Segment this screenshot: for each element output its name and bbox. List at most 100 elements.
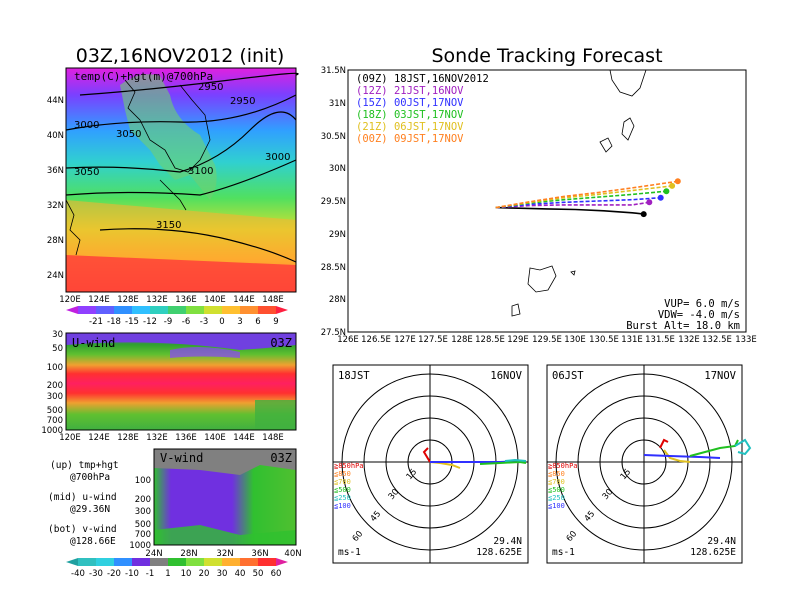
svg-text:-10: -10	[125, 569, 139, 579]
svg-text:≦500: ≦500	[334, 486, 351, 494]
svg-text:3: 3	[237, 317, 242, 327]
svg-text:133E: 133E	[735, 335, 757, 345]
svg-text:50: 50	[52, 344, 63, 354]
svg-text:132E: 132E	[146, 433, 168, 443]
track-end-point-1	[646, 199, 653, 206]
svg-text:126.5E: 126.5E	[361, 335, 391, 345]
svg-text:120E: 120E	[59, 433, 81, 443]
svg-text:30: 30	[217, 569, 228, 579]
svg-text:132E: 132E	[678, 335, 700, 345]
svg-text:≦700: ≦700	[548, 478, 565, 486]
polar1-time: 18JST	[338, 370, 370, 382]
svg-text:3150: 3150	[156, 220, 181, 231]
svg-text:(mid) u-wind: (mid) u-wind	[48, 492, 117, 503]
track-line-4	[495, 185, 673, 209]
svg-text:2950: 2950	[198, 82, 223, 93]
svg-text:36N: 36N	[251, 549, 268, 559]
track-line-0	[495, 206, 644, 215]
svg-text:30.5N: 30.5N	[321, 132, 346, 142]
svg-text:124E: 124E	[88, 433, 110, 443]
svg-text:-20: -20	[107, 569, 121, 579]
svg-text:≦100: ≦100	[334, 502, 351, 510]
svg-text:6: 6	[255, 317, 260, 327]
svg-text:(bot) v-wind: (bot) v-wind	[48, 524, 117, 535]
svg-text:1000: 1000	[129, 541, 151, 551]
temp-map-panel: temp(C)+hgt(m)@700hPa 2950 2950 3000 305…	[47, 67, 299, 305]
svg-text:128.5E: 128.5E	[475, 335, 505, 345]
polar2-time: 06JST	[552, 370, 584, 382]
svg-text:(15Z) 00JST,17NOV: (15Z) 00JST,17NOV	[356, 97, 464, 109]
polar1-date: 16NOV	[490, 370, 522, 382]
svg-text:44N: 44N	[47, 96, 64, 106]
sonde-params: VUP= 6.0 m/s VDW= -4.0 m/s Burst Alt= 18…	[626, 298, 740, 332]
svg-text:29.5N: 29.5N	[321, 197, 346, 207]
svg-text:300: 300	[135, 507, 151, 517]
svg-text:-6: -6	[182, 317, 190, 327]
svg-text:@700hPa: @700hPa	[70, 472, 110, 483]
polar2-date: 17NOV	[704, 370, 736, 382]
svg-text:≦700: ≦700	[334, 478, 351, 486]
svg-text:-9: -9	[164, 317, 172, 327]
svg-text:≧850hPa: ≧850hPa	[548, 462, 578, 470]
svg-text:3050: 3050	[74, 167, 99, 178]
svg-text:27.5N: 27.5N	[321, 328, 346, 338]
svg-text:100: 100	[47, 363, 63, 373]
svg-text:(00Z) 09JST,17NOV: (00Z) 09JST,17NOV	[356, 133, 464, 145]
svg-text:-1: -1	[146, 569, 154, 579]
svg-text:132E: 132E	[146, 295, 168, 305]
svg-text:30N: 30N	[329, 164, 346, 174]
polar2-unit: ms-1	[552, 547, 575, 558]
svg-text:60: 60	[271, 569, 282, 579]
svg-text:30: 30	[52, 330, 63, 340]
track-end-point-4	[669, 182, 676, 189]
polar1-unit: ms-1	[338, 547, 361, 558]
map-lat-ticks: 44N 40N 36N 32N 28N 24N	[47, 96, 64, 281]
svg-text:40N: 40N	[284, 549, 301, 559]
svg-text:128E: 128E	[117, 433, 139, 443]
svg-text:126E: 126E	[337, 335, 359, 345]
svg-text:-21: -21	[89, 317, 103, 327]
svg-text:130.5E: 130.5E	[589, 335, 619, 345]
svg-text:-40: -40	[71, 569, 85, 579]
svg-text:124E: 124E	[88, 295, 110, 305]
track-end-point-2	[657, 194, 664, 201]
svg-text:28N: 28N	[180, 549, 197, 559]
svg-text:28.5N: 28.5N	[321, 263, 346, 273]
svg-text:-15: -15	[125, 317, 139, 327]
svg-text:29N: 29N	[329, 230, 346, 240]
vwind-panel: V-wind 03Z 100 200 300 500 700 1000 24N …	[129, 448, 302, 559]
svg-text:700: 700	[47, 416, 63, 426]
svg-text:(12Z) 21JST,16NOV: (12Z) 21JST,16NOV	[356, 85, 464, 97]
svg-text:50: 50	[253, 569, 264, 579]
svg-text:700: 700	[135, 530, 151, 540]
svg-text:9: 9	[273, 317, 278, 327]
svg-text:136E: 136E	[175, 433, 197, 443]
svg-text:129E: 129E	[507, 335, 529, 345]
svg-text:VDW= -4.0 m/s: VDW= -4.0 m/s	[658, 309, 740, 321]
svg-text:200: 200	[47, 381, 63, 391]
svg-text:500: 500	[47, 406, 63, 416]
svg-text:32N: 32N	[216, 549, 233, 559]
svg-text:3000: 3000	[74, 120, 99, 131]
track-line-5	[495, 180, 678, 209]
svg-text:-12: -12	[143, 317, 157, 327]
svg-text:≦850: ≦850	[334, 470, 351, 478]
svg-text:36N: 36N	[47, 166, 64, 176]
svg-text:-18: -18	[107, 317, 121, 327]
svg-text:(up) tmp+hgt: (up) tmp+hgt	[50, 460, 119, 471]
map-lon-ticks: 120E 124E 128E 132E 136E 140E 144E 148E	[59, 295, 284, 305]
svg-text:@128.66E: @128.66E	[70, 536, 116, 547]
svg-text:300: 300	[47, 392, 63, 402]
track-end-point-0	[640, 211, 647, 218]
svg-text:2950: 2950	[230, 96, 255, 107]
temp-colorbar: -21 -18 -15 -12 -9 -6 -3 0 3 6 9	[66, 306, 288, 327]
svg-text:144E: 144E	[233, 295, 255, 305]
svg-text:24N: 24N	[145, 549, 162, 559]
svg-text:(09Z) 18JST,16NOV2012: (09Z) 18JST,16NOV2012	[356, 73, 489, 85]
wind-colorbar: -40 -30 -20 -10 -1 1 10 20 30 40 50 60	[66, 558, 288, 579]
svg-text:500: 500	[135, 520, 151, 530]
svg-text:(18Z) 03JST,17NOV: (18Z) 03JST,17NOV	[356, 109, 464, 121]
svg-text:136E: 136E	[175, 295, 197, 305]
svg-text:40N: 40N	[47, 131, 64, 141]
